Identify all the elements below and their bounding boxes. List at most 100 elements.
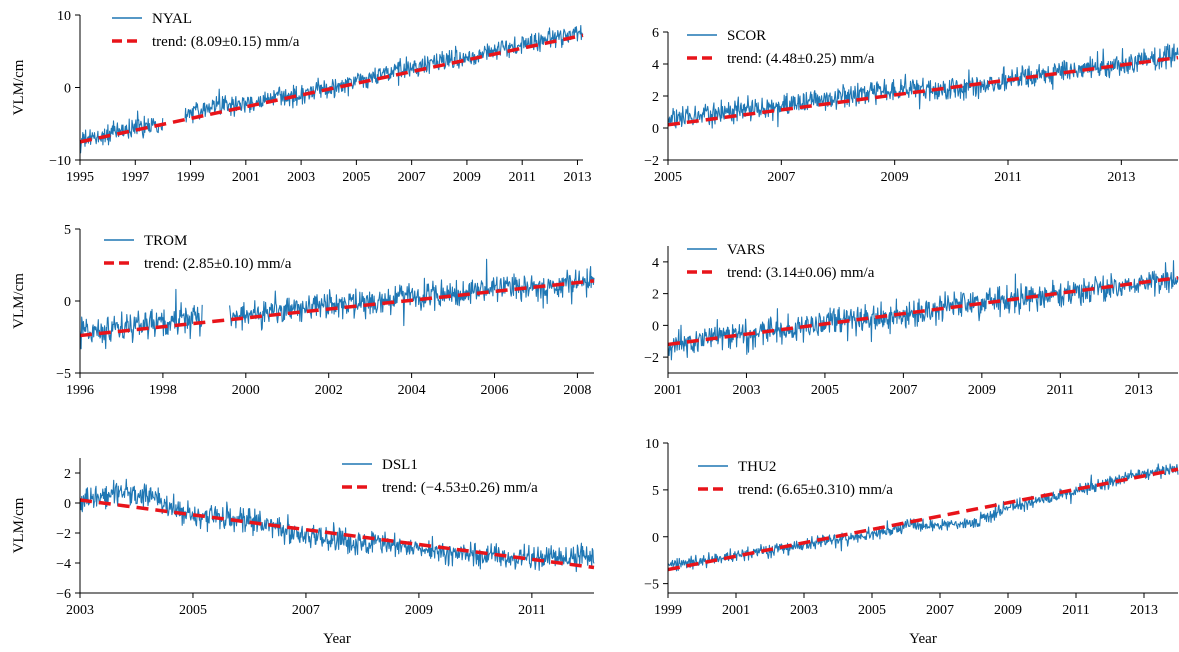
x-tick-label: 2001 <box>654 383 682 398</box>
x-tick-label: 2001 <box>232 170 260 185</box>
panel-trom: 1996 1998 2000 2002 2004 2006 2008 5 0 −5 VLM/cm TR… <box>11 223 595 398</box>
x-tick-label: 2009 <box>453 170 481 185</box>
x-tick-label: 2013 <box>1107 170 1135 185</box>
x-tick-label: 2003 <box>790 603 818 618</box>
trend-line <box>79 279 595 338</box>
panel-thu2: 1999 2001 2003 2005 2007 2009 2011 2013 10 5 0 −5 Ye… <box>644 437 1179 647</box>
trend-line <box>79 498 595 570</box>
legend: DSL1 trend: (−4.53±0.26) mm/a <box>342 457 538 496</box>
panel-dsl1: 2003 2005 2007 2009 2011 2 0 −2 −4 −6 VLM/cm Year DS… <box>11 457 595 647</box>
x-tick-label: 2005 <box>811 383 839 398</box>
y-tick-label: 0 <box>64 82 71 97</box>
y-tick-label: −2 <box>644 351 659 366</box>
trend-line <box>79 33 584 144</box>
x-tick-label: 2005 <box>342 170 370 185</box>
legend-trend-label: trend: (6.65±0.310) mm/a <box>738 482 893 498</box>
x-tick-label: 1996 <box>66 383 94 398</box>
y-tick-label: −6 <box>56 587 71 602</box>
panel-nyal: 1995 1997 1999 2001 2003 2005 2007 2009 2011 2013… <box>11 9 591 185</box>
x-tick-label: 2011 <box>1047 383 1074 398</box>
legend: NYAL trend: (8.09±0.15) mm/a <box>112 11 300 50</box>
y-tick-label: 0 <box>64 497 71 512</box>
x-tick-label: 2011 <box>1062 603 1089 618</box>
y-axis-label: VLM/cm <box>11 497 27 553</box>
y-tick-label: 4 <box>652 58 659 73</box>
x-axis-label: Year <box>909 631 937 647</box>
legend-trend-label: trend: (8.09±0.15) mm/a <box>152 34 300 50</box>
y-tick-label: 5 <box>652 484 659 499</box>
x-tick-label: 2003 <box>732 383 760 398</box>
y-tick-label: −2 <box>644 154 659 169</box>
y-tick-label: −5 <box>56 367 71 382</box>
x-tick-label: 1995 <box>66 170 94 185</box>
panel-vars: 2001 2003 2005 2007 2009 2011 2013 4 2 0 −2 VARS tre… <box>644 242 1179 398</box>
x-tick-label: 2009 <box>881 170 909 185</box>
x-tick-label: 2001 <box>722 603 750 618</box>
y-tick-label: −2 <box>56 527 71 542</box>
x-tick-label: 2013 <box>1130 603 1158 618</box>
x-tick-label: 2002 <box>315 383 343 398</box>
legend: VARS trend: (3.14±0.06) mm/a <box>687 242 875 281</box>
x-tick-label: 2005 <box>179 603 207 618</box>
series-line-trom <box>79 258 595 350</box>
y-axis-label: VLM/cm <box>11 273 27 329</box>
series-line-nyal <box>79 24 584 154</box>
y-tick-label: 0 <box>652 531 659 546</box>
x-tick-label: 2005 <box>654 170 682 185</box>
y-tick-label: 10 <box>645 437 659 452</box>
y-axis-label: VLM/cm <box>11 59 27 115</box>
x-tick-label: 2009 <box>994 603 1022 618</box>
y-tick-label: 0 <box>64 295 71 310</box>
trend-line <box>667 55 1179 127</box>
x-tick-label: 1999 <box>654 603 682 618</box>
legend-trend-label: trend: (−4.53±0.26) mm/a <box>382 480 538 496</box>
x-tick-label: 1997 <box>121 170 149 185</box>
legend-series-label: TROM <box>144 233 187 249</box>
x-tick-label: 2011 <box>994 170 1021 185</box>
y-tick-label: 2 <box>652 90 659 105</box>
x-tick-label: 1998 <box>149 383 177 398</box>
y-tick-label: 2 <box>64 467 71 482</box>
x-tick-label: 2009 <box>405 603 433 618</box>
x-tick-label: 2009 <box>968 383 996 398</box>
x-tick-label: 1999 <box>177 170 205 185</box>
legend: TROM trend: (2.85±0.10) mm/a <box>104 233 292 272</box>
legend-series-label: NYAL <box>152 11 192 27</box>
x-tick-label: 2003 <box>66 603 94 618</box>
y-tick-label: −10 <box>49 154 71 169</box>
trend-line <box>667 276 1179 347</box>
y-tick-label: 5 <box>64 223 71 238</box>
x-tick-label: 2000 <box>232 383 260 398</box>
x-tick-label: 2003 <box>287 170 315 185</box>
series-line-dsl1 <box>79 478 595 573</box>
legend: THU2 trend: (6.65±0.310) mm/a <box>698 459 893 498</box>
legend-trend-label: trend: (4.48±0.25) mm/a <box>727 51 875 67</box>
y-tick-label: 0 <box>652 122 659 137</box>
panel-scor: 2005 2007 2009 2011 2013 6 4 2 0 −2 SCOR trend: (4.… <box>644 26 1179 185</box>
y-tick-label: 0 <box>652 319 659 334</box>
x-tick-label: 2011 <box>518 603 545 618</box>
legend-series-label: THU2 <box>738 459 776 475</box>
x-axis-label: Year <box>323 631 351 647</box>
y-tick-label: 4 <box>652 256 659 271</box>
y-tick-label: −5 <box>644 578 659 593</box>
x-tick-label: 2008 <box>563 383 591 398</box>
legend: SCOR trend: (4.48±0.25) mm/a <box>687 28 875 67</box>
x-tick-label: 2006 <box>481 383 509 398</box>
x-tick-label: 2007 <box>398 170 426 185</box>
x-tick-label: 2007 <box>292 603 320 618</box>
legend-series-label: VARS <box>727 242 765 258</box>
x-tick-label: 2013 <box>563 170 591 185</box>
series-line-scor <box>667 43 1179 129</box>
legend-series-label: DSL1 <box>382 457 418 473</box>
x-tick-label: 2005 <box>858 603 886 618</box>
y-tick-label: 6 <box>652 26 659 41</box>
x-tick-label: 2007 <box>889 383 917 398</box>
y-tick-label: 10 <box>57 9 71 24</box>
trend-line <box>667 467 1179 572</box>
y-tick-label: −4 <box>56 557 71 572</box>
x-tick-label: 2007 <box>926 603 954 618</box>
y-tick-label: 2 <box>652 288 659 303</box>
x-tick-label: 2007 <box>767 170 795 185</box>
